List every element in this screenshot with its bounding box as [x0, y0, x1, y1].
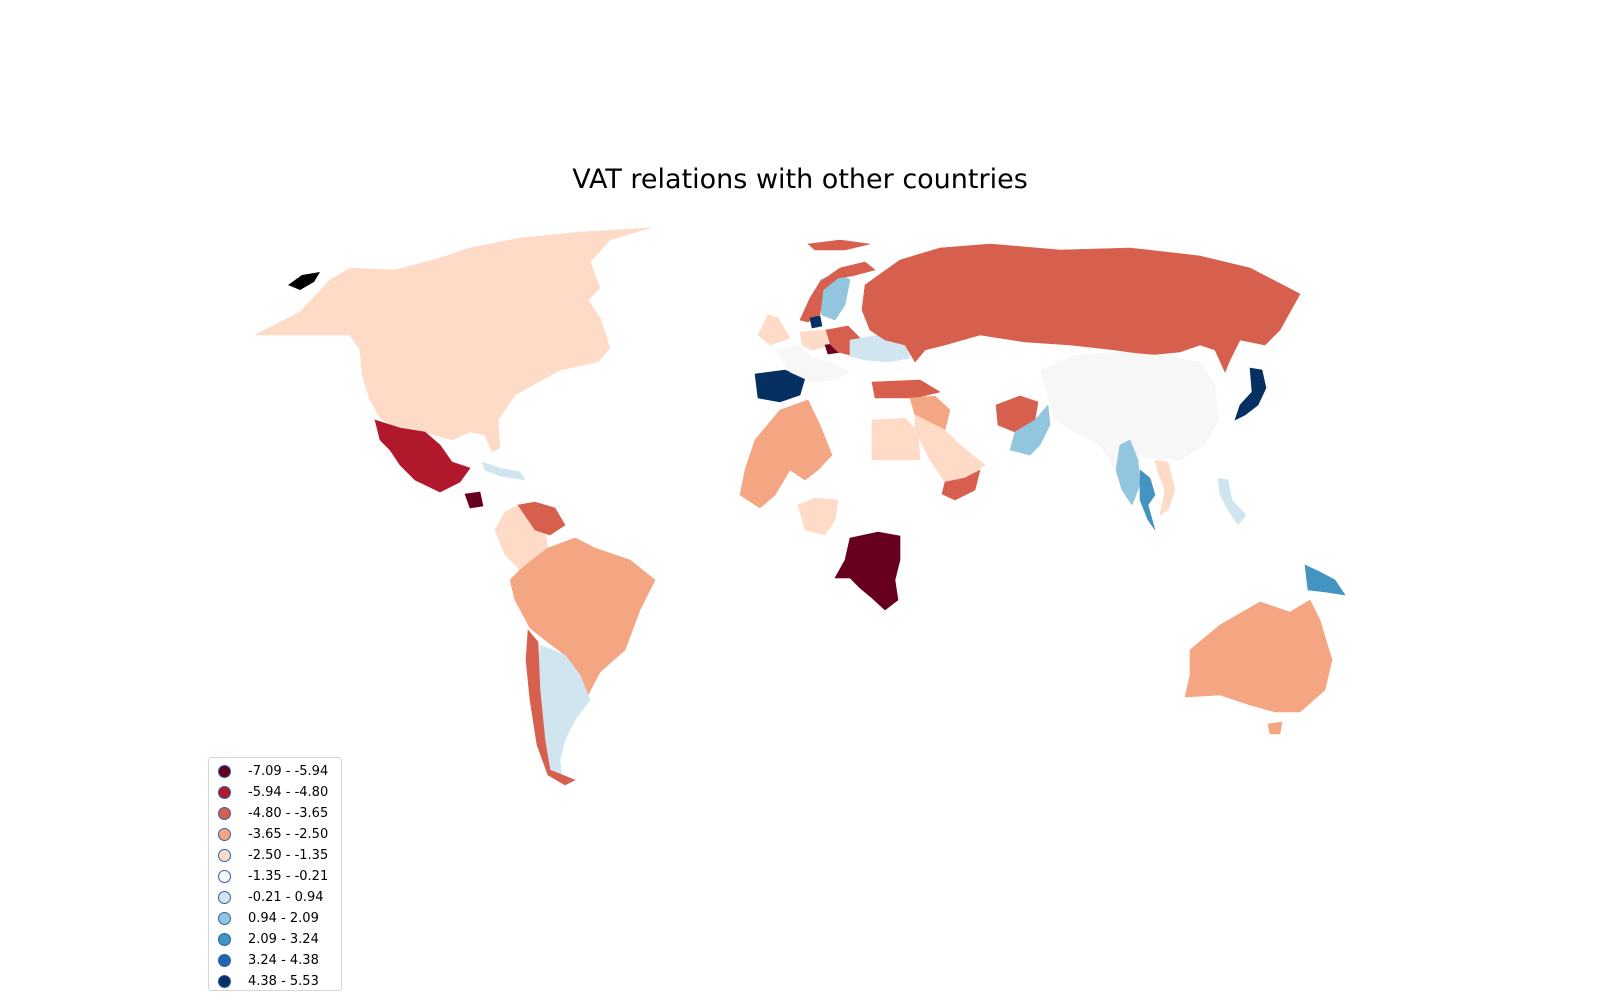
legend: -7.09 - -5.94 -5.94 - -4.80 -4.80 - -3.65 -… — [208, 757, 342, 991]
legend-item: 3.24 - 4.38 — [209, 950, 341, 971]
legend-item: 0.94 - 2.09 — [209, 908, 341, 929]
region-australia — [1184, 599, 1333, 713]
legend-marker — [218, 807, 231, 820]
region-papua-new-guinea — [1304, 564, 1346, 596]
legend-marker — [218, 954, 231, 967]
map-title: VAT relations with other countries — [572, 164, 1028, 195]
region-egypt — [871, 417, 921, 461]
legend-item: -4.80 - -3.65 — [209, 803, 341, 824]
region-russia — [861, 243, 1301, 373]
legend-marker — [218, 765, 231, 778]
legend-label: -7.09 - -5.94 — [248, 764, 329, 779]
legend-marker — [218, 870, 231, 883]
legend-item: 2.09 - 3.24 — [209, 929, 341, 950]
region-nigeria — [797, 497, 839, 536]
region-saudi-arabia — [914, 414, 986, 483]
legend-item: -7.09 - -5.94 — [209, 761, 341, 782]
legend-item: -2.50 - -1.35 — [209, 845, 341, 866]
legend-label: 2.09 - 3.24 — [248, 932, 319, 947]
region-turkey — [871, 379, 941, 399]
legend-label: -2.50 - -1.35 — [248, 848, 329, 863]
legend-marker — [218, 975, 231, 988]
region-algeria-mali-niger — [739, 399, 833, 509]
legend-label: 3.24 - 4.38 — [248, 953, 319, 968]
legend-label: -0.21 - 0.94 — [248, 890, 324, 905]
legend-label: 4.38 - 5.53 — [248, 974, 319, 989]
region-dr-congo — [834, 531, 901, 611]
region-germany — [799, 329, 829, 351]
legend-marker — [218, 849, 231, 862]
legend-item: -5.94 - -4.80 — [209, 782, 341, 803]
legend-label: 0.94 - 2.09 — [248, 911, 319, 926]
region-north-america — [254, 227, 651, 453]
legend-item: 4.38 - 5.53 — [209, 971, 341, 992]
region-brazil-bolivia — [509, 537, 656, 696]
region-west-europe — [774, 344, 851, 383]
region-vietnam — [1154, 459, 1176, 516]
legend-label: -3.65 - -2.50 — [248, 827, 329, 842]
region-myanmar — [1115, 439, 1141, 506]
region-venezuela — [517, 501, 566, 536]
region-colombia-ecuador-peru — [494, 504, 549, 571]
region-china-mongolia-india — [1039, 351, 1219, 471]
region-tasmania — [1267, 721, 1283, 735]
legend-marker — [218, 891, 231, 904]
legend-item: -1.35 - -0.21 — [209, 866, 341, 887]
region-japan — [1234, 367, 1267, 421]
legend-item: -0.21 - 0.94 — [209, 887, 341, 908]
legend-label: -5.94 - -4.80 — [248, 785, 329, 800]
legend-label: -4.80 - -3.65 — [248, 806, 329, 821]
region-uk-ireland — [757, 314, 791, 346]
legend-marker — [218, 828, 231, 841]
region-philippines — [1217, 477, 1247, 526]
region-iceland-svalbard — [807, 239, 871, 251]
region-yemen — [941, 469, 981, 501]
legend-marker — [218, 786, 231, 799]
region-spain-portugal — [754, 369, 806, 403]
region-greenland — [288, 272, 320, 290]
legend-label: -1.35 - -0.21 — [248, 869, 329, 884]
region-chile — [525, 629, 576, 786]
legend-marker — [218, 912, 231, 925]
region-thailand — [1139, 469, 1156, 531]
region-denmark — [809, 315, 823, 329]
region-caribbean — [481, 461, 526, 481]
region-pakistan — [1009, 404, 1051, 456]
legend-marker — [218, 933, 231, 946]
legend-item: -3.65 - -2.50 — [209, 824, 341, 845]
region-guatemala — [464, 491, 484, 509]
region-mexico — [374, 419, 471, 493]
